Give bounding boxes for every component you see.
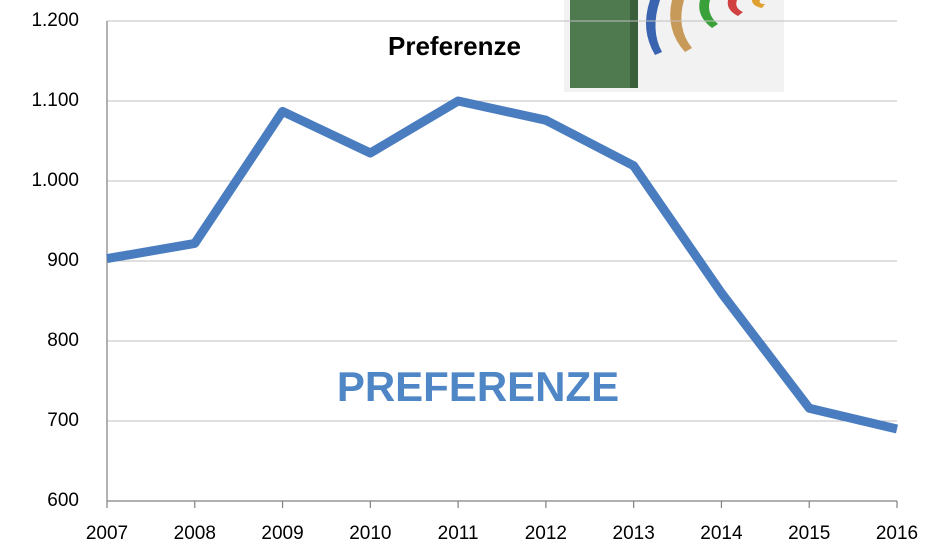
y-tick-label: 800 [47,330,79,351]
line-series [106,96,899,434]
ballot-box-side [630,0,638,88]
y-tick-label: 700 [47,410,79,431]
ballot-box [570,0,636,88]
x-tick-label: 2016 [876,523,918,544]
x-tick-label: 2009 [261,523,303,544]
x-tick-label: 2013 [613,523,655,544]
y-tick-label: 1.100 [31,90,79,111]
series-label: PREFERENZE [337,363,619,410]
y-tick-label: 1.200 [31,10,79,31]
x-tick-label: 2011 [438,523,479,544]
x-tick-label: 2014 [700,523,743,544]
x-tick-label: 2008 [174,523,216,544]
y-tick-label: 1.000 [31,170,79,191]
illustration [564,0,784,92]
figure [752,0,765,8]
figure [670,0,692,52]
y-tick-label: 900 [47,250,79,271]
x-tick-label: 2010 [349,523,391,544]
figure [727,0,743,16]
chart-title: Preferenze [388,31,521,61]
y-tick-label: 600 [47,490,79,511]
figure [646,0,662,55]
x-tick-label: 2007 [86,523,128,544]
x-tick-label: 2015 [788,523,830,544]
x-tick-label: 2012 [525,523,567,544]
